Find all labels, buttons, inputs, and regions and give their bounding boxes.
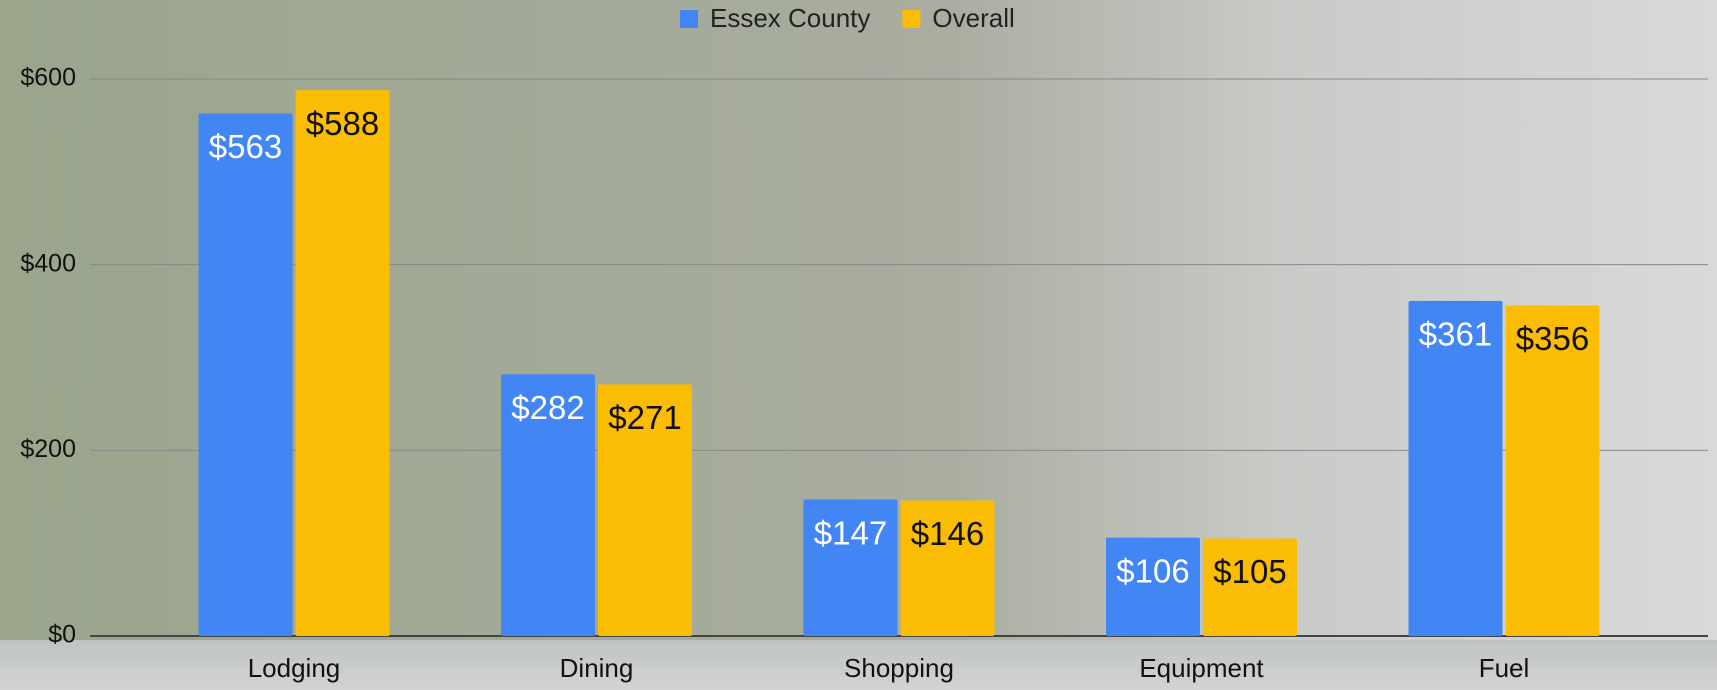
bar xyxy=(1408,300,1503,636)
bar xyxy=(1505,305,1600,636)
data-label: $105 xyxy=(1213,553,1286,590)
data-label: $282 xyxy=(511,389,584,426)
bar xyxy=(598,384,692,636)
data-label: $146 xyxy=(911,515,984,552)
bar xyxy=(501,374,595,636)
x-tick-label: Shopping xyxy=(844,653,954,683)
data-label: $563 xyxy=(209,128,282,165)
data-label: $147 xyxy=(814,514,887,551)
y-tick-label: $0 xyxy=(48,621,76,649)
bar xyxy=(1106,537,1200,636)
legend-label: Essex County xyxy=(710,3,870,33)
x-tick-label: Lodging xyxy=(248,653,341,683)
bar xyxy=(1203,538,1297,636)
data-label: $271 xyxy=(608,399,681,436)
legend-swatch xyxy=(680,10,698,28)
legend-swatch xyxy=(902,10,921,28)
x-tick-label: Equipment xyxy=(1139,653,1264,683)
y-tick-label: $400 xyxy=(20,249,76,277)
data-label: $361 xyxy=(1419,316,1492,353)
y-tick-label: $600 xyxy=(20,64,76,92)
bar xyxy=(295,90,390,636)
legend-label: Overall xyxy=(932,3,1014,33)
data-label: $356 xyxy=(1516,320,1589,357)
bar xyxy=(900,500,995,636)
x-tick-label: Dining xyxy=(560,653,634,683)
bar xyxy=(803,499,898,636)
data-label: $106 xyxy=(1116,552,1189,589)
y-tick-label: $200 xyxy=(20,435,76,463)
legend: Essex County Overall xyxy=(680,3,1015,33)
background-water xyxy=(0,640,1717,690)
bar xyxy=(198,113,293,637)
x-tick-label: Fuel xyxy=(1479,653,1530,683)
data-label: $588 xyxy=(306,105,379,142)
